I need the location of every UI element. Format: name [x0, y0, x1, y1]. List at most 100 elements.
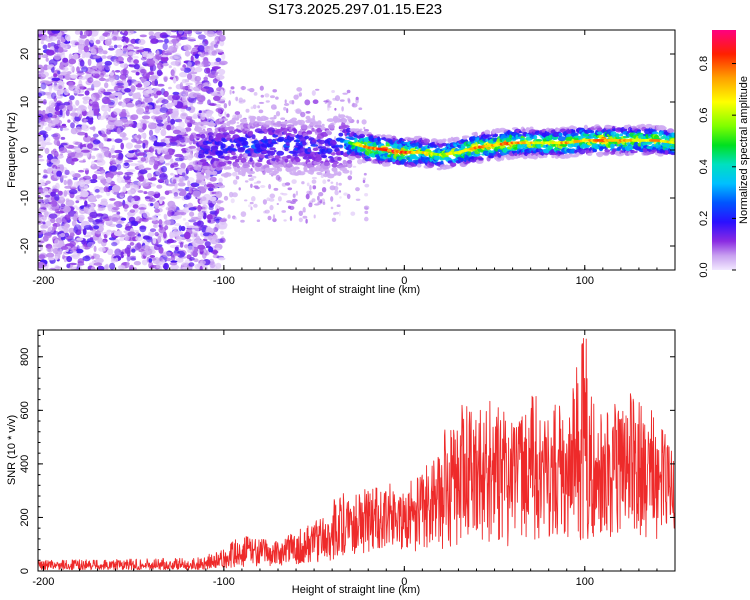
heat-cell [148, 31, 155, 36]
heat-cell [198, 129, 206, 134]
heat-cell [38, 219, 42, 222]
heat-cell [329, 185, 336, 191]
heat-cell [136, 107, 145, 115]
heat-cell [40, 54, 47, 58]
heat-cell [364, 183, 370, 188]
heat-cell [226, 113, 230, 118]
heat-cell [120, 142, 124, 150]
heat-cell [272, 214, 276, 220]
heat-cell [218, 161, 227, 167]
heat-cell [347, 175, 353, 181]
heat-cell [275, 96, 279, 100]
heat-cell [330, 181, 334, 184]
heat-cell [153, 163, 159, 170]
heat-cell [100, 200, 108, 206]
heat-cell [66, 150, 72, 154]
heat-cell [193, 222, 199, 226]
heat-cell [355, 187, 360, 192]
heat-cell [335, 144, 339, 148]
heat-cell [596, 131, 603, 135]
heat-cell [301, 181, 305, 185]
heat-cell [189, 148, 199, 152]
heat-cell [331, 90, 335, 93]
heat-cell [200, 196, 207, 201]
heat-cell [317, 146, 324, 149]
heat-cell [113, 230, 122, 237]
heat-cell [90, 48, 97, 56]
heat-cell [174, 246, 179, 251]
heat-cell [628, 145, 633, 149]
heat-cell [159, 155, 165, 163]
heat-cell [56, 51, 65, 56]
heat-cell [328, 100, 332, 105]
heat-cell [334, 190, 339, 196]
heat-cell [67, 179, 73, 187]
heat-cell [384, 162, 391, 167]
x-tick-label: 100 [576, 576, 594, 588]
heat-cell [81, 124, 87, 131]
heat-cell [340, 164, 349, 168]
heat-cell [349, 170, 353, 175]
heat-cell [186, 73, 193, 80]
heat-cell [182, 218, 186, 221]
heat-cell [321, 187, 327, 193]
heat-cell [49, 36, 58, 41]
heat-cell [297, 171, 306, 176]
heat-cell [239, 146, 246, 151]
heat-cell [134, 243, 142, 251]
heat-cell [75, 200, 80, 204]
heat-cell [59, 195, 64, 201]
heat-cell [123, 253, 127, 256]
heat-cell [223, 217, 226, 221]
heat-cell [250, 183, 253, 188]
heat-cell [120, 217, 127, 221]
heat-cell [357, 158, 363, 165]
heat-cell [307, 148, 312, 153]
heat-cell [311, 176, 317, 180]
heat-cell [47, 153, 53, 161]
heat-cell [121, 109, 126, 113]
heat-cell [166, 183, 176, 187]
heat-cell [462, 135, 470, 138]
heat-cell [125, 73, 129, 78]
heat-cell [130, 184, 140, 192]
heat-cell [557, 136, 566, 142]
heat-cell [155, 39, 165, 43]
heat-cell [52, 188, 60, 193]
heat-cell [248, 177, 254, 181]
heat-cell [58, 88, 65, 94]
heat-cell [240, 86, 247, 90]
heat-cell [241, 173, 246, 177]
heat-cell [219, 230, 224, 235]
snr-series-line [38, 338, 675, 571]
heat-cell [45, 57, 49, 62]
heat-cell [135, 236, 143, 242]
heat-cell [61, 111, 66, 119]
heat-cell [454, 136, 460, 141]
heat-cell [109, 198, 116, 201]
heat-cell [188, 262, 195, 267]
heat-cell [151, 146, 161, 149]
heat-cell [50, 191, 56, 197]
heat-cell [179, 178, 184, 183]
heat-cell [281, 193, 288, 196]
heat-cell [240, 211, 247, 218]
heat-cell [159, 173, 168, 181]
heat-cell [155, 100, 159, 104]
heat-cell [133, 63, 140, 70]
heat-cell [57, 70, 61, 75]
heat-cell [103, 186, 109, 193]
heat-cell [180, 91, 189, 96]
heat-cell [63, 101, 71, 106]
heat-cell [230, 151, 236, 156]
heat-cell [75, 126, 82, 133]
heat-cell [64, 169, 70, 175]
heat-cell [150, 38, 159, 44]
heat-cell [126, 169, 136, 173]
heat-cell [45, 220, 52, 227]
heat-cell [207, 187, 214, 192]
heat-cell [122, 204, 129, 209]
heat-cell [484, 129, 491, 136]
heat-cell [291, 100, 295, 105]
